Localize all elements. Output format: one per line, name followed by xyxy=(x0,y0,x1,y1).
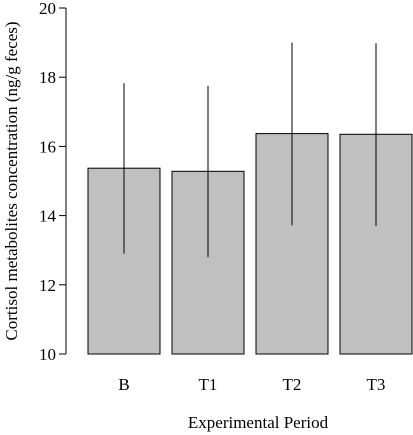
y-tick-label: 16 xyxy=(39,137,56,156)
x-tick-label-t1: T1 xyxy=(199,375,218,394)
error-bars xyxy=(123,42,377,258)
y-axis: 10 12 14 16 18 20 xyxy=(39,0,67,364)
y-tick-label: 12 xyxy=(39,276,56,295)
y-tick-label: 14 xyxy=(39,207,57,226)
x-tick-labels: B T1 T2 T3 xyxy=(118,375,385,394)
y-tick-label: 18 xyxy=(39,68,56,87)
y-axis-title: Cortisol metabolites concentration (ng/g… xyxy=(2,21,21,340)
x-tick-label-t2: T2 xyxy=(283,375,302,394)
bars xyxy=(87,133,413,355)
y-tick-label: 10 xyxy=(39,345,56,364)
x-tick-label-t3: T3 xyxy=(367,375,386,394)
x-tick-label-b: B xyxy=(118,375,129,394)
y-tick-label: 20 xyxy=(39,0,56,18)
x-axis-title: Experimental Period xyxy=(188,413,329,432)
